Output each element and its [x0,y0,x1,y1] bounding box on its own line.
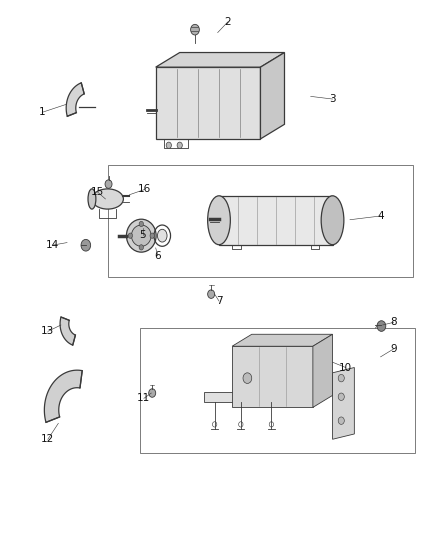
Polygon shape [204,392,308,402]
Circle shape [208,290,215,298]
Text: 14: 14 [46,240,59,250]
Polygon shape [66,83,84,116]
Text: 5: 5 [139,230,146,240]
Text: 12: 12 [41,434,54,445]
Text: 10: 10 [339,362,352,373]
Circle shape [338,393,344,400]
Circle shape [139,221,144,227]
Circle shape [128,233,133,238]
Text: 8: 8 [390,317,397,327]
Bar [108,165,413,277]
Ellipse shape [131,225,151,246]
Text: 11: 11 [137,393,151,403]
Circle shape [166,142,171,149]
Circle shape [81,239,91,251]
Text: 1: 1 [39,107,46,117]
Ellipse shape [208,196,230,245]
Text: 9: 9 [390,344,397,354]
Polygon shape [219,196,332,245]
Circle shape [338,374,344,382]
Text: 2: 2 [224,17,231,27]
Circle shape [150,233,154,238]
Ellipse shape [321,196,344,245]
Circle shape [191,25,199,35]
Circle shape [139,245,144,250]
Text: 16: 16 [138,184,152,195]
Circle shape [105,180,112,188]
Bar [141,328,416,453]
Ellipse shape [92,189,124,209]
Polygon shape [44,370,82,422]
Polygon shape [261,53,285,139]
Circle shape [177,142,182,149]
Circle shape [243,373,252,383]
Text: 4: 4 [377,211,384,221]
Circle shape [377,321,386,332]
Ellipse shape [127,219,156,252]
Polygon shape [313,334,332,407]
Polygon shape [232,346,313,407]
Polygon shape [232,334,332,346]
Ellipse shape [157,229,167,242]
Circle shape [338,417,344,424]
Polygon shape [60,317,75,345]
Text: 3: 3 [329,94,336,104]
Polygon shape [155,53,285,67]
Ellipse shape [88,189,96,209]
Circle shape [149,389,155,397]
Text: 15: 15 [91,187,104,197]
Text: 7: 7 [215,296,223,306]
Text: 6: 6 [155,251,161,261]
Polygon shape [332,368,354,439]
Polygon shape [155,67,261,139]
Text: 13: 13 [41,326,54,336]
